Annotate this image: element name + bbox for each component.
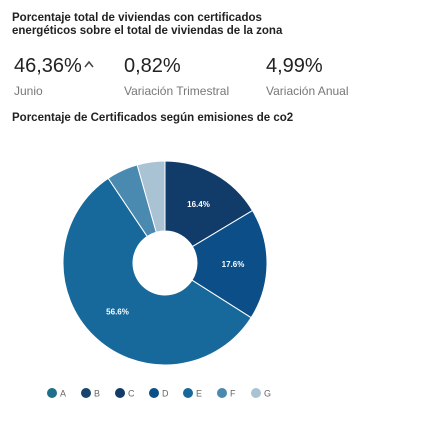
pie-slice <box>62 177 252 366</box>
legend-label: G <box>264 389 271 399</box>
legend-swatch <box>115 388 125 398</box>
widget-title: Porcentaje total de viviendas con certif… <box>12 12 283 37</box>
legend-swatch <box>47 388 57 398</box>
legend-label: B <box>94 389 100 399</box>
legend-label: C <box>128 389 135 399</box>
kpi: 0,82% Variación Trimestral <box>124 55 229 98</box>
data-label: 16.4% <box>187 200 210 209</box>
legend-swatch <box>183 388 193 398</box>
kpi-value-text: 46,36% <box>14 55 82 77</box>
kpi-value: 46,36% <box>14 55 94 78</box>
kpi: 46,36% Junio <box>14 55 94 98</box>
pie-slice <box>191 209 268 319</box>
chart-title: Porcentaje de Certificados según emision… <box>12 112 294 124</box>
legend-label: D <box>162 389 169 399</box>
legend-label: A <box>60 389 66 399</box>
trend-icon <box>84 60 94 68</box>
kpi-value: 4,99% <box>266 55 323 77</box>
kpi-label: Variación Anual <box>266 84 349 98</box>
legend-swatch <box>251 388 261 398</box>
pie-slice <box>136 160 166 233</box>
pie-slice <box>164 160 254 248</box>
legend-label: E <box>196 389 202 399</box>
kpi-label: Variación Trimestral <box>124 84 230 98</box>
kpi-label: Junio <box>14 84 43 98</box>
legend-swatch <box>217 388 227 398</box>
data-label: 17.6% <box>222 260 245 269</box>
legend-swatch <box>81 388 91 398</box>
kpi: 4,99% Variación Anual <box>266 55 349 98</box>
legend-label: F <box>230 389 236 399</box>
legend-swatch <box>149 388 159 398</box>
data-label: 56.6% <box>106 308 129 317</box>
kpi-value: 0,82% <box>124 55 181 77</box>
